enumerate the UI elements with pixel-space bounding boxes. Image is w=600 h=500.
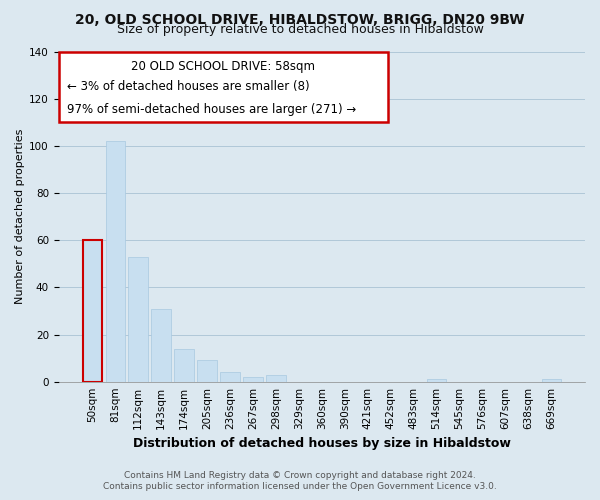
- Bar: [243, 377, 263, 382]
- Bar: [542, 380, 561, 382]
- Bar: [128, 256, 148, 382]
- Text: 97% of semi-detached houses are larger (271) →: 97% of semi-detached houses are larger (…: [67, 102, 356, 116]
- Bar: [151, 308, 171, 382]
- Text: 20 OLD SCHOOL DRIVE: 58sqm: 20 OLD SCHOOL DRIVE: 58sqm: [131, 60, 315, 73]
- Bar: [106, 141, 125, 382]
- Bar: [427, 380, 446, 382]
- FancyBboxPatch shape: [59, 52, 388, 123]
- Text: 20, OLD SCHOOL DRIVE, HIBALDSTOW, BRIGG, DN20 9BW: 20, OLD SCHOOL DRIVE, HIBALDSTOW, BRIGG,…: [75, 12, 525, 26]
- Text: Contains HM Land Registry data © Crown copyright and database right 2024.: Contains HM Land Registry data © Crown c…: [124, 471, 476, 480]
- X-axis label: Distribution of detached houses by size in Hibaldstow: Distribution of detached houses by size …: [133, 437, 511, 450]
- Y-axis label: Number of detached properties: Number of detached properties: [15, 129, 25, 304]
- Text: Contains public sector information licensed under the Open Government Licence v3: Contains public sector information licen…: [103, 482, 497, 491]
- Bar: [175, 348, 194, 382]
- Text: Size of property relative to detached houses in Hibaldstow: Size of property relative to detached ho…: [116, 24, 484, 36]
- Bar: [266, 374, 286, 382]
- Bar: [83, 240, 102, 382]
- Bar: [197, 360, 217, 382]
- Text: ← 3% of detached houses are smaller (8): ← 3% of detached houses are smaller (8): [67, 80, 309, 92]
- Bar: [220, 372, 240, 382]
